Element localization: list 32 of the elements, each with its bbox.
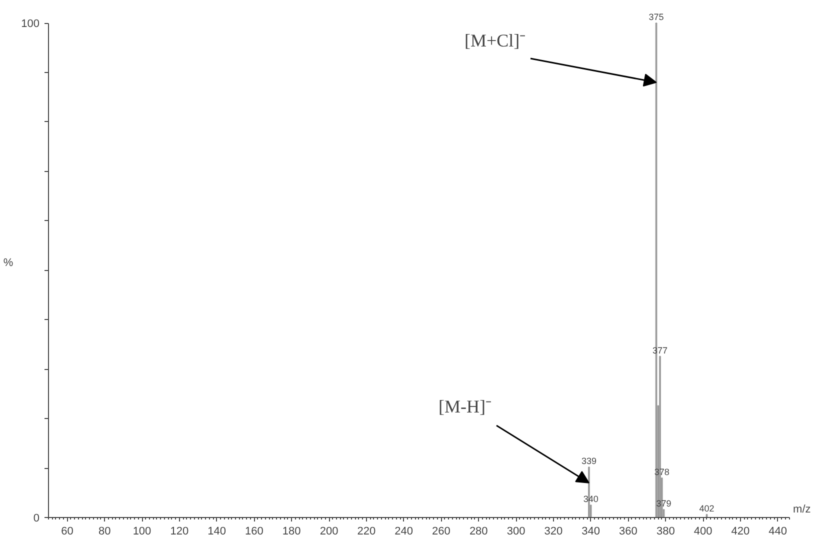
annotation: 340: [583, 494, 598, 504]
annotation: 378: [654, 466, 670, 477]
x-tick-label: 160: [245, 526, 264, 537]
x-tick-label: 360: [619, 526, 638, 537]
y-tick-label: 0: [33, 512, 40, 524]
x-tick-label: 380: [656, 526, 675, 537]
x-tick-label: 400: [694, 526, 712, 537]
x-tick-label: 440: [768, 526, 788, 537]
annotation: 379: [656, 498, 672, 509]
x-tick-label: 320: [544, 526, 563, 537]
x-tick-label: 100: [132, 526, 152, 537]
x-tick-label: 420: [731, 526, 750, 537]
annotation: 402: [699, 504, 714, 514]
x-tick-label: 240: [394, 526, 413, 537]
x-tick-label: 140: [208, 526, 226, 537]
y-axis-title: %: [3, 257, 14, 269]
x-axis-title: m/z: [793, 504, 811, 516]
annotation: 377: [652, 345, 668, 356]
annotation: [M+Cl]⁻: [464, 30, 526, 50]
x-tick-label: 180: [282, 526, 301, 537]
annotation: [M-H]⁻: [438, 396, 492, 416]
x-tick-label: 280: [469, 526, 488, 537]
x-tick-label: 220: [357, 526, 376, 537]
x-tick-label: 340: [582, 526, 600, 537]
x-tick-label: 60: [61, 526, 74, 537]
annotation: 339: [581, 456, 596, 466]
x-tick-label: 300: [506, 526, 526, 537]
x-tick-label: 120: [170, 526, 189, 537]
annotation: 375: [648, 12, 664, 22]
x-tick-label: 80: [98, 526, 111, 537]
x-tick-label: 200: [320, 526, 338, 537]
x-tick-label: 260: [432, 526, 450, 537]
